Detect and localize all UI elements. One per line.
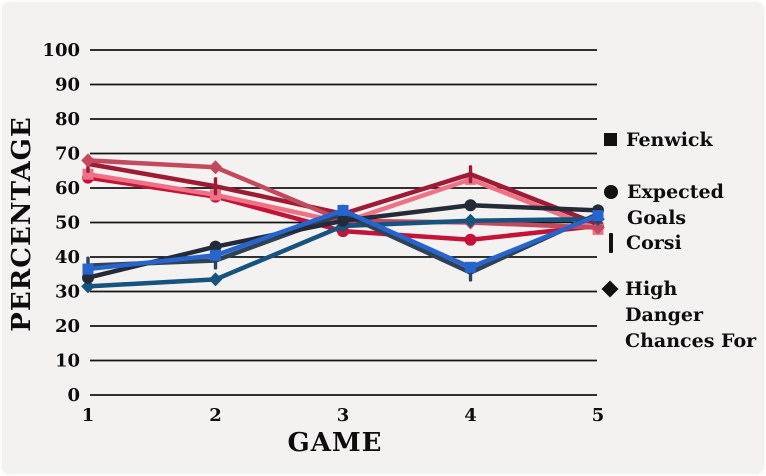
high-danger-blue-marker-game-4 xyxy=(463,213,478,228)
legend-item-corsi: Corsi xyxy=(604,230,682,256)
x-tick-label-2: 2 xyxy=(209,405,222,426)
legend-label: Corsi xyxy=(626,232,682,254)
legend-item-expected-goals: Expected Goals xyxy=(604,179,759,231)
expected-goals-blue-marker-game-2 xyxy=(209,240,222,253)
x-axis-title: GAME xyxy=(287,428,383,458)
fenwick-red-marker-game-1 xyxy=(82,168,94,180)
legend-label: Fenwick xyxy=(626,129,713,151)
y-tick-label-60: 60 xyxy=(55,178,80,199)
legend-item-fenwick: Fenwick xyxy=(604,127,713,153)
fenwick-blue-marker-game-5 xyxy=(592,210,604,222)
y-tick-label-70: 70 xyxy=(55,144,80,165)
square-icon xyxy=(604,133,617,146)
legend-label: Expected Goals xyxy=(627,181,724,229)
circle-icon xyxy=(604,185,618,199)
y-tick-label-80: 80 xyxy=(55,109,80,130)
x-tick-label-1: 1 xyxy=(82,405,95,426)
y-tick-label-100: 100 xyxy=(42,40,80,61)
y-tick-label-0: 0 xyxy=(67,385,80,406)
high-danger-blue-marker-game-1 xyxy=(81,279,95,294)
high-danger-blue-marker-game-2 xyxy=(208,272,223,287)
y-tick-label-90: 90 xyxy=(55,75,80,96)
expected-goals-blue-marker-game-3 xyxy=(337,214,349,227)
y-tick-label-30: 30 xyxy=(55,282,80,303)
x-tick-label-5: 5 xyxy=(592,405,605,426)
y-tick-label-20: 20 xyxy=(55,316,80,337)
expected-goals-blue-marker-game-1 xyxy=(82,271,94,284)
legend-label: High Danger Chances For xyxy=(625,278,757,352)
fenwick-blue-marker-game-2 xyxy=(210,249,221,261)
y-tick-label-40: 40 xyxy=(55,247,80,268)
vertical-bar-icon xyxy=(609,233,613,253)
legend-item-high-danger-chances-for: High Danger Chances For xyxy=(601,276,757,354)
fenwick-blue-marker-game-1 xyxy=(82,263,94,275)
expected-goals-red-marker-game-4 xyxy=(464,233,477,246)
fenwick-blue-marker-game-4 xyxy=(465,261,476,273)
high-danger-red-marker-game-5 xyxy=(591,220,605,235)
series-fenwick-blue xyxy=(82,204,604,275)
high-danger-red-marker-game-1 xyxy=(81,153,95,168)
corsi-red-marker-game-2 xyxy=(213,177,218,196)
high-danger-red-marker-game-2 xyxy=(208,160,223,175)
x-tick-label-3: 3 xyxy=(337,405,350,426)
y-axis-title: PERCENTAGE xyxy=(7,116,37,332)
x-tick-label-4: 4 xyxy=(464,405,477,426)
fenwick-blue-marker-game-3 xyxy=(337,204,349,216)
corsi-red-marker-game-4 xyxy=(468,165,473,184)
y-tick-label-10: 10 xyxy=(55,351,80,372)
expected-goals-blue-marker-game-4 xyxy=(464,199,477,212)
diamond-icon xyxy=(601,280,619,298)
y-tick-label-50: 50 xyxy=(55,213,80,234)
